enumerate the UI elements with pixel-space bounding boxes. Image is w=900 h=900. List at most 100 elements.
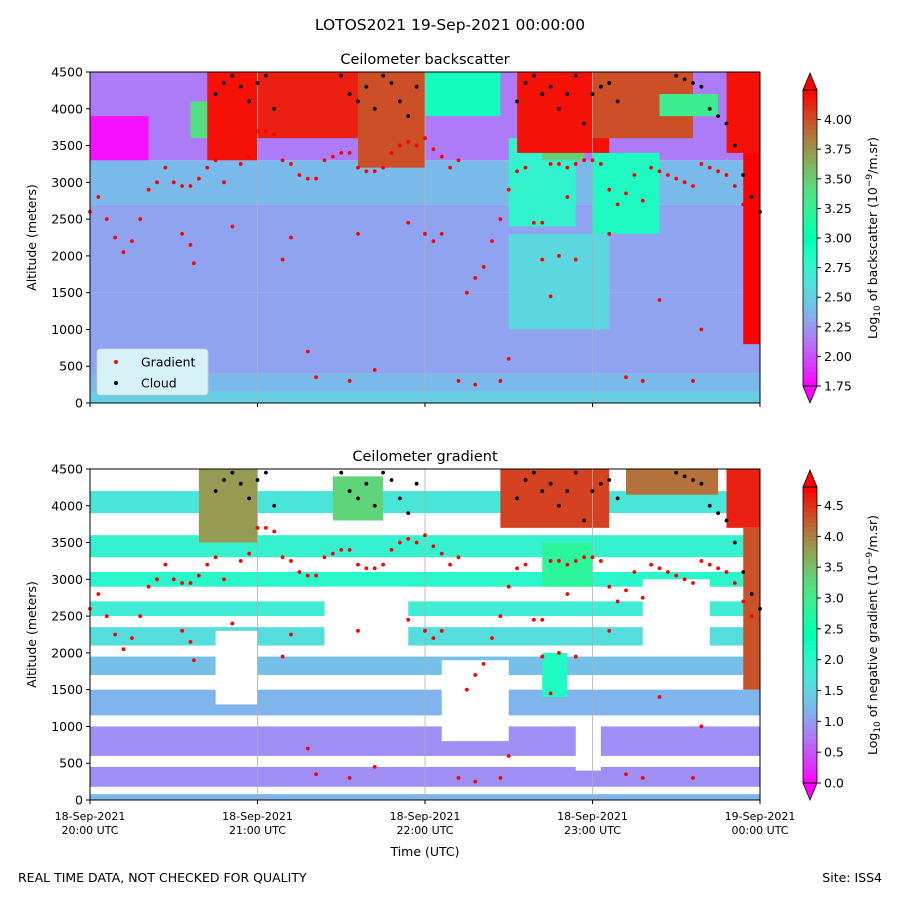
gradient-point — [372, 765, 377, 769]
colorbar-segment — [803, 173, 817, 180]
gradient-point — [582, 555, 587, 560]
y-tick-label: 2000 — [51, 645, 83, 660]
backscatter-title: Ceilometer backscatter — [340, 52, 509, 68]
colorbar-tick-label: 2.5 — [824, 621, 844, 636]
cloud-point — [557, 106, 561, 111]
colorbar-segment — [803, 561, 817, 567]
gradient-point — [146, 187, 151, 192]
gradient-point — [305, 573, 310, 578]
colorbar-segment — [803, 496, 817, 503]
gradient-point — [191, 261, 196, 266]
x-tick-label: 19-Sep-2021 — [725, 810, 796, 823]
gradient-point — [506, 584, 511, 589]
colorbar-segment — [803, 238, 817, 244]
gradient-point — [607, 628, 612, 633]
gradient-point — [322, 555, 327, 560]
gradient-point — [289, 162, 293, 166]
gradient-point — [473, 276, 478, 280]
gradient-point — [330, 551, 335, 556]
gradient-point — [397, 540, 402, 545]
y-tick-label: 3000 — [51, 175, 83, 190]
colorbar-segment — [803, 233, 817, 239]
y-tick-label: 4000 — [51, 101, 83, 116]
colorbar-extend-min — [802, 385, 818, 405]
gradient-point — [456, 379, 461, 383]
cloud-point — [724, 121, 729, 126]
colorbar-segment — [803, 154, 817, 160]
colorbar-segment — [803, 546, 817, 552]
gradient-point — [498, 217, 503, 222]
heatmap-patch — [659, 94, 719, 117]
cloud-point — [339, 73, 344, 78]
colorbar-segment — [803, 669, 817, 676]
gradient-point — [557, 650, 561, 655]
y-tick-label: 2000 — [51, 248, 83, 263]
colorbar-segment — [803, 679, 817, 685]
colorbar-segment — [803, 336, 817, 343]
gradient-point — [582, 158, 587, 163]
colorbar-segment — [803, 556, 817, 562]
cloud-point — [707, 106, 712, 111]
colorbar-segment — [803, 684, 817, 690]
colorbar-extend-min — [802, 782, 818, 802]
gradient-point — [649, 562, 654, 567]
gradient-point — [749, 217, 754, 222]
gradient-point — [431, 636, 436, 641]
gradient-point — [364, 566, 369, 571]
gradient-point — [448, 562, 453, 567]
gradient-point — [171, 180, 176, 185]
legend: Gradient Cloud — [96, 348, 209, 396]
gradient-point — [490, 239, 494, 244]
colorbar-segment — [803, 590, 817, 597]
colorbar-tick-label: 2.75 — [824, 260, 852, 275]
colorbar-segment — [803, 178, 817, 185]
colorbar-segment — [803, 728, 817, 735]
colorbar-extend-max — [802, 71, 818, 91]
cloud-point — [364, 84, 369, 89]
colorbar-segment — [803, 114, 817, 121]
backscatter-panel: Ceilometer backscatter 0 500 1000 1500 2000 2… — [24, 52, 883, 411]
gradient-point — [481, 662, 486, 666]
gradient-point — [716, 566, 721, 571]
cloud-point — [531, 73, 536, 78]
gradient-point — [699, 724, 704, 729]
gradient-point — [506, 356, 511, 361]
gradient-point — [557, 559, 561, 563]
cloud-point — [724, 518, 729, 523]
gradient-point — [632, 173, 637, 177]
gradient-point — [188, 184, 193, 188]
gradient-point — [439, 231, 444, 236]
cloud-point — [741, 570, 746, 574]
colorbar-tick-label: 2.25 — [824, 319, 852, 334]
colorbar-segment — [803, 649, 817, 656]
y-tick-label: 0 — [75, 793, 83, 808]
x-tick-label: 21:00 UTC — [229, 824, 286, 837]
colorbar-segment — [803, 134, 817, 140]
cloud-point — [414, 84, 419, 89]
legend-cloud-marker — [114, 381, 118, 385]
cloud-point — [573, 73, 578, 78]
colorbar-segment — [803, 644, 817, 651]
colorbar-segment — [803, 763, 817, 769]
colorbar-segment — [803, 753, 817, 759]
gradient-point — [272, 132, 277, 137]
gradient-point — [297, 570, 302, 574]
gradient-point — [347, 151, 352, 155]
cloud-point — [397, 99, 402, 104]
colorbar-segment — [803, 252, 817, 259]
colorbar-segment — [803, 654, 817, 661]
colorbar-frame — [802, 486, 818, 784]
colorbar-segment — [803, 758, 817, 764]
gradient-point — [598, 162, 603, 166]
gradient-point — [191, 658, 196, 663]
cloud-point — [263, 73, 268, 78]
gradient-point — [272, 529, 277, 534]
colorbar-tick-label: 1.75 — [824, 379, 852, 394]
gradient-point — [347, 379, 352, 383]
colorbar-segment — [803, 218, 817, 224]
heatmap-patch — [508, 233, 610, 330]
cloud-point — [615, 99, 620, 104]
x-tick-label: 18-Sep-2021 — [55, 810, 126, 823]
cloud-point — [732, 540, 737, 545]
